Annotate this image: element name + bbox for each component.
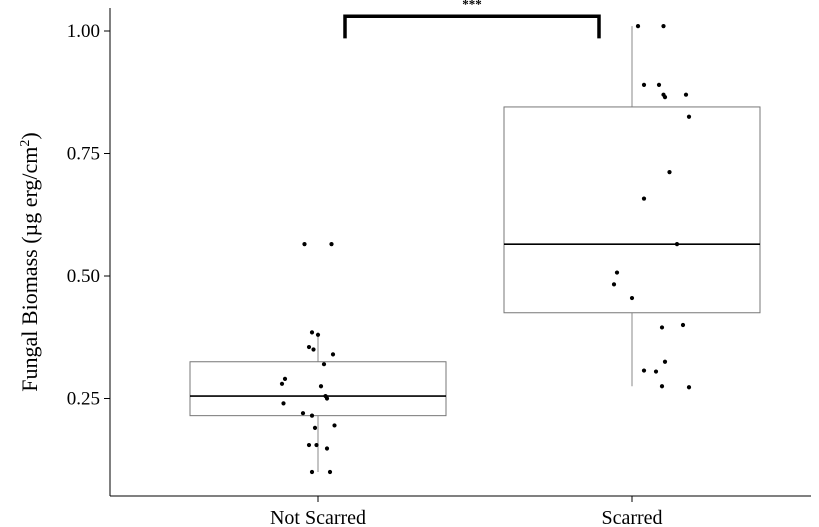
data-point xyxy=(315,332,321,337)
data-point xyxy=(674,242,680,247)
data-point xyxy=(300,411,306,416)
data-point xyxy=(662,95,668,100)
y-tick-label: 0.75 xyxy=(67,144,100,165)
y-axis-title-main: Fungal Biomass (µg erg/cm xyxy=(17,147,42,392)
data-point xyxy=(281,401,286,406)
y-axis-ticks: 0.25 0.50 0.75 1.00 xyxy=(67,21,110,410)
data-point xyxy=(611,282,617,287)
y-axis-title-close: ) xyxy=(17,132,42,139)
data-point xyxy=(318,384,324,389)
data-point xyxy=(321,362,327,367)
data-point xyxy=(667,170,672,175)
y-tick-label: 0.25 xyxy=(67,389,100,410)
data-point xyxy=(641,196,647,201)
data-point xyxy=(662,359,668,364)
data-point xyxy=(656,82,662,87)
data-point xyxy=(659,325,665,330)
data-point xyxy=(641,368,647,373)
box-iqr xyxy=(503,106,761,314)
significance-bracket-line xyxy=(343,14,601,39)
data-point xyxy=(329,242,334,247)
y-axis-title: Fungal Biomass (µg erg/cm2) xyxy=(17,132,42,391)
data-point xyxy=(312,425,318,430)
boxes xyxy=(189,26,761,472)
significance-bracket: *** xyxy=(343,0,601,39)
data-point xyxy=(330,352,336,357)
data-point xyxy=(324,396,330,401)
data-point xyxy=(306,344,312,350)
data-point xyxy=(686,114,692,119)
data-point xyxy=(629,295,635,301)
data-point xyxy=(332,423,337,428)
x-axis-ticks: Not Scarred Scarred xyxy=(270,496,663,527)
y-axis-title-superscript: 2 xyxy=(18,140,33,147)
data-point xyxy=(279,381,285,386)
data-point xyxy=(614,270,620,275)
y-tick-label: 1.00 xyxy=(67,21,100,42)
data-point xyxy=(309,469,315,475)
data-point xyxy=(641,82,647,87)
significance-label: *** xyxy=(462,0,482,11)
data-point xyxy=(282,376,288,381)
y-tick-label: 0.50 xyxy=(67,266,100,287)
data-point xyxy=(311,347,316,352)
data-point xyxy=(680,322,686,328)
data-point xyxy=(653,369,659,374)
axes xyxy=(109,8,811,497)
data-points xyxy=(279,24,692,475)
data-point xyxy=(314,442,319,448)
data-point xyxy=(324,446,330,451)
data-point xyxy=(302,242,307,247)
data-point xyxy=(327,469,333,475)
data-point xyxy=(309,413,315,418)
data-point xyxy=(635,24,641,29)
data-point xyxy=(659,384,665,389)
data-point xyxy=(309,330,315,335)
data-point xyxy=(306,442,312,448)
x-tick-label: Not Scarred xyxy=(270,507,366,527)
box-iqr xyxy=(189,361,447,417)
data-point xyxy=(686,385,692,390)
data-point xyxy=(683,92,689,97)
data-point xyxy=(661,24,666,29)
x-tick-label: Scarred xyxy=(601,507,662,527)
